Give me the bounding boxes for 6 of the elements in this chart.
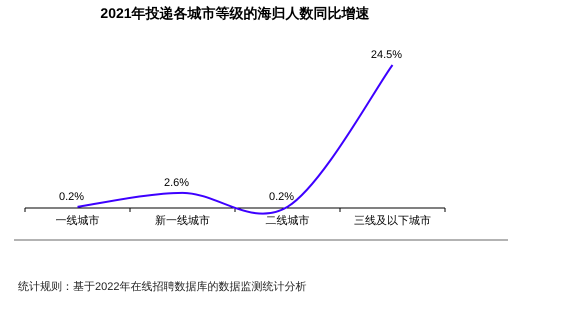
title: 2021年投递各城市等级的海归人数同比增速 [100,5,370,21]
x-tick-label: 一线城市 [56,214,100,227]
x-tick-label: 二线城市 [266,214,310,227]
x-tick-label: 三线及以下城市 [354,214,431,227]
x-tick-label: 新一线城市 [155,214,210,227]
annotation: 统计规则：基于2022年在线招聘数据库的数据监测统计分析 [18,281,306,293]
